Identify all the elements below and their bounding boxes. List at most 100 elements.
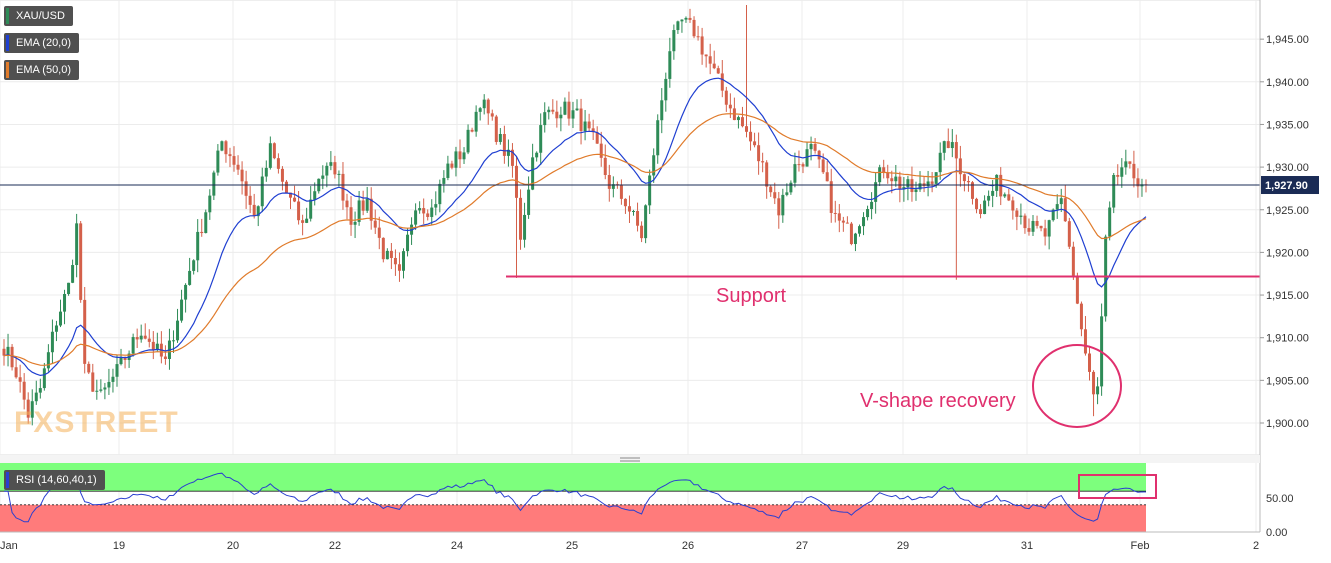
candle xyxy=(1043,219,1047,246)
candle xyxy=(115,354,119,387)
candle xyxy=(979,204,983,219)
candle xyxy=(1136,168,1140,198)
candle xyxy=(369,187,373,230)
time-tick-label: 31 xyxy=(1021,540,1033,552)
time-tick-label: 27 xyxy=(796,540,808,552)
rsi-panel: 0.00 50.00 xyxy=(0,455,1294,539)
candle xyxy=(95,379,99,400)
candle xyxy=(611,176,615,198)
legend-symbol[interactable]: XAU/USD xyxy=(4,6,73,26)
candle xyxy=(684,16,688,23)
candle xyxy=(946,128,950,149)
time-axis: Jan 19 20 22 24 25 26 27 29 31 Feb 2 xyxy=(0,540,1259,552)
rsi-tick-label: 50.00 xyxy=(1266,493,1294,505)
candle xyxy=(761,152,765,173)
price-tick-label: 1,930.00 xyxy=(1266,162,1309,174)
candle xyxy=(1116,164,1120,186)
candle xyxy=(603,144,607,180)
candle xyxy=(329,151,333,171)
rsi-overbought-zone xyxy=(0,463,1146,492)
candle xyxy=(155,332,159,352)
candle xyxy=(591,119,595,141)
candle xyxy=(926,170,930,197)
candle xyxy=(151,331,155,360)
candle xyxy=(583,109,587,141)
candle xyxy=(676,20,680,34)
candle xyxy=(373,209,377,234)
price-tick-label: 1,905.00 xyxy=(1266,375,1309,387)
candle xyxy=(966,176,970,192)
candle xyxy=(1007,188,1011,202)
candle xyxy=(656,114,660,164)
candle xyxy=(111,368,115,393)
panel-separator xyxy=(0,455,1260,463)
candle xyxy=(1112,172,1116,214)
candle xyxy=(1003,192,1007,198)
candle xyxy=(991,179,995,208)
watermark-logo: FXSTREET xyxy=(14,406,179,439)
time-tick-label: 19 xyxy=(113,540,125,552)
candle xyxy=(720,60,724,98)
candle xyxy=(426,209,430,221)
candle xyxy=(305,207,309,224)
candle xyxy=(54,320,58,342)
price-tick-label: 1,945.00 xyxy=(1266,34,1309,46)
candle xyxy=(1071,241,1075,280)
price-tick-label: 1,915.00 xyxy=(1266,290,1309,302)
candle xyxy=(103,382,107,400)
candle xyxy=(769,184,773,197)
candle xyxy=(1096,377,1100,405)
current-price-tag xyxy=(1261,176,1319,195)
time-tick-label: 20 xyxy=(227,540,239,552)
candle xyxy=(1079,301,1083,337)
candle xyxy=(1092,370,1096,417)
legend-ema20[interactable]: EMA (20,0) xyxy=(4,33,80,53)
candle xyxy=(474,105,478,137)
candle xyxy=(196,219,200,273)
candle xyxy=(268,136,272,170)
candle xyxy=(204,209,208,234)
candle xyxy=(1104,234,1108,322)
price-tick-label: 1,900.00 xyxy=(1266,418,1309,430)
candle xyxy=(514,156,518,278)
candle xyxy=(22,373,26,410)
candle xyxy=(890,170,894,194)
candle xyxy=(1120,158,1124,188)
candle xyxy=(510,143,514,178)
candle xyxy=(450,160,454,170)
candle xyxy=(1055,194,1059,219)
candle xyxy=(781,188,785,223)
candle xyxy=(938,142,942,180)
candle xyxy=(563,97,567,116)
candle xyxy=(958,145,962,187)
candle xyxy=(188,257,192,286)
candle xyxy=(180,289,184,323)
candle xyxy=(280,166,284,191)
candle xyxy=(660,88,664,134)
candle xyxy=(385,248,389,260)
candle xyxy=(962,173,966,192)
candle xyxy=(845,216,849,224)
time-tick-label: 24 xyxy=(451,540,463,552)
candle xyxy=(547,106,551,120)
candle xyxy=(401,248,405,279)
candle xyxy=(466,124,470,155)
candle xyxy=(18,364,22,393)
candle xyxy=(853,232,857,252)
candle xyxy=(773,182,777,205)
candle xyxy=(99,379,103,393)
candle xyxy=(67,282,71,296)
candle xyxy=(567,91,571,126)
legend-ema50[interactable]: EMA (50,0) xyxy=(4,60,80,80)
legend-rsi[interactable]: RSI (14,60,40,1) xyxy=(4,470,105,490)
candle xyxy=(228,147,232,168)
candle xyxy=(886,164,890,184)
candle xyxy=(442,170,446,193)
candle xyxy=(724,86,728,112)
candle xyxy=(595,126,599,144)
candle xyxy=(107,368,111,395)
candle xyxy=(6,333,10,367)
candle xyxy=(478,106,482,121)
candle xyxy=(571,101,575,129)
candle xyxy=(14,356,18,379)
